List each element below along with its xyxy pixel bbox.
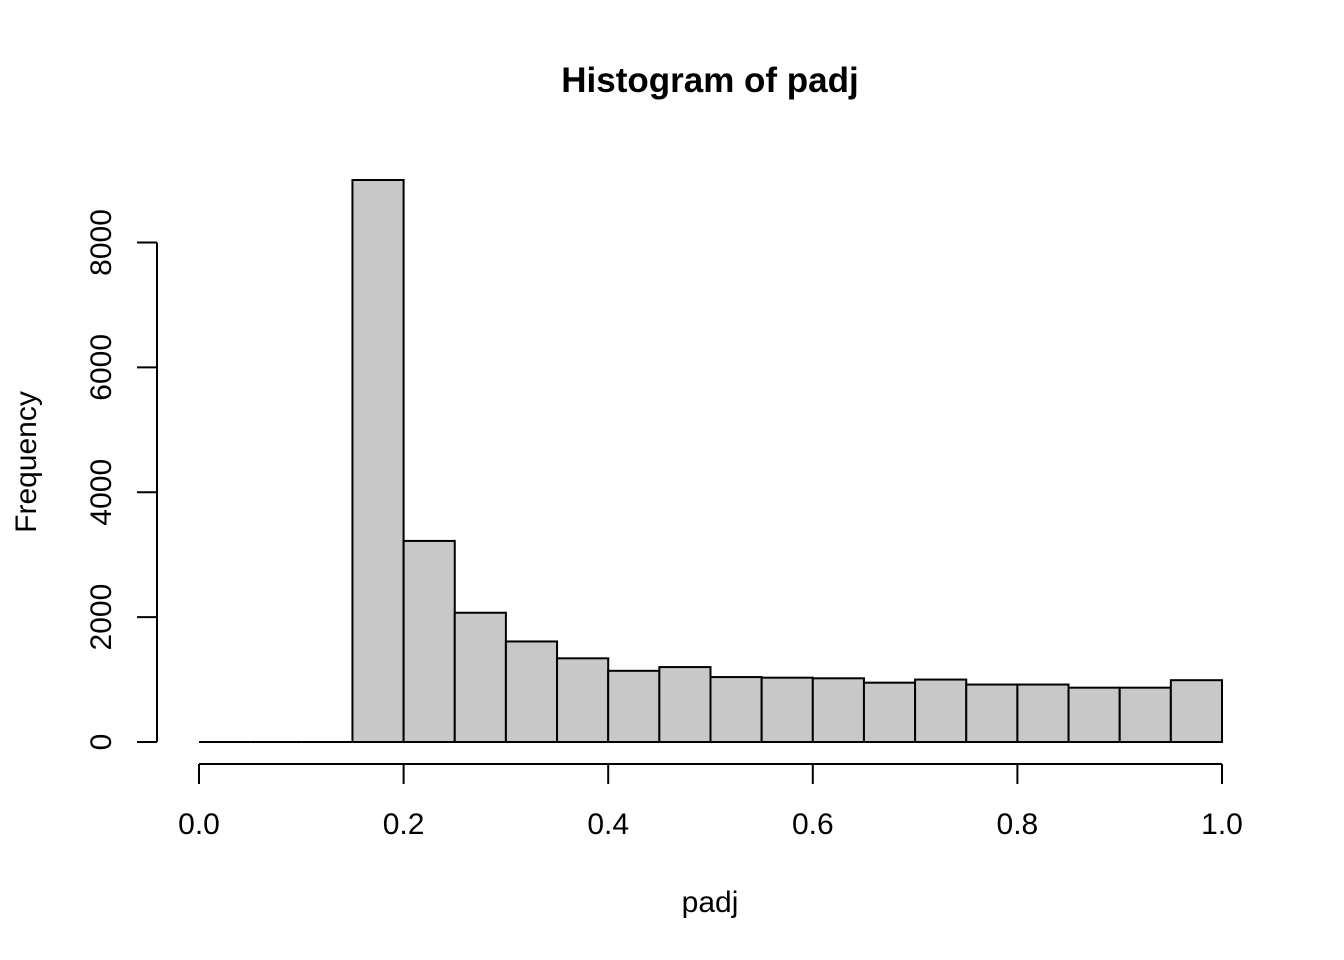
histogram-bar xyxy=(658,666,712,743)
y-tick-label: 4000 xyxy=(85,459,118,526)
histogram-bar xyxy=(607,669,661,744)
histogram-bar xyxy=(504,640,559,743)
histogram-bar xyxy=(351,179,405,743)
histogram-bar xyxy=(760,676,814,744)
histogram-bar xyxy=(709,676,763,744)
x-tick-label: 0.4 xyxy=(587,808,629,841)
histogram-bar xyxy=(1118,686,1172,744)
x-tick-label: 0.8 xyxy=(997,808,1039,841)
x-tick-label: 0.2 xyxy=(383,808,425,841)
histogram-bar xyxy=(1016,683,1070,743)
histogram-bar xyxy=(965,683,1019,743)
y-axis: 0 2000 4000 6000 8000 xyxy=(85,209,158,751)
y-axis-title: Frequency xyxy=(10,391,43,533)
x-tick-label: 0.6 xyxy=(792,808,834,841)
histogram-bar xyxy=(811,677,865,743)
histogram-bar xyxy=(1169,679,1223,743)
x-tick-label: 1.0 xyxy=(1201,808,1243,841)
y-tick-label: 8000 xyxy=(85,209,118,276)
y-tick-label: 6000 xyxy=(85,334,118,401)
histogram-bar xyxy=(556,657,610,744)
bars-group xyxy=(199,179,1223,744)
histogram-bar xyxy=(862,681,917,744)
chart-title: Histogram of padj xyxy=(561,61,859,100)
histogram-bar xyxy=(402,539,456,743)
y-tick-label: 2000 xyxy=(85,584,118,651)
x-axis-title: padj xyxy=(682,886,739,919)
x-axis: 0.0 0.2 0.4 0.6 0.8 1.0 xyxy=(178,763,1243,841)
histogram-bar xyxy=(1067,686,1121,744)
y-tick-label: 0 xyxy=(85,734,118,751)
histogram-bar xyxy=(914,678,968,743)
histogram-bar xyxy=(453,611,507,743)
x-tick-label: 0.0 xyxy=(178,808,220,841)
